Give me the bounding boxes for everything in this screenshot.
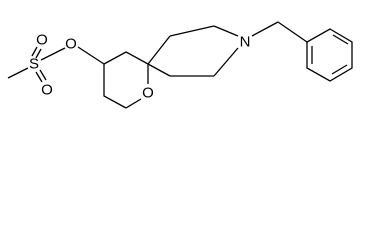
atom-label: S bbox=[29, 56, 39, 73]
structure-diagram: S O O O O N bbox=[7, 21, 353, 109]
atom-label: O bbox=[142, 85, 154, 102]
atom-label: O bbox=[65, 36, 77, 53]
atom-label: O bbox=[36, 32, 48, 49]
atom-label: O bbox=[41, 82, 53, 99]
bonds bbox=[7, 21, 353, 109]
atom-label: N bbox=[240, 34, 251, 51]
atom-labels: S O O O O N bbox=[29, 32, 250, 102]
